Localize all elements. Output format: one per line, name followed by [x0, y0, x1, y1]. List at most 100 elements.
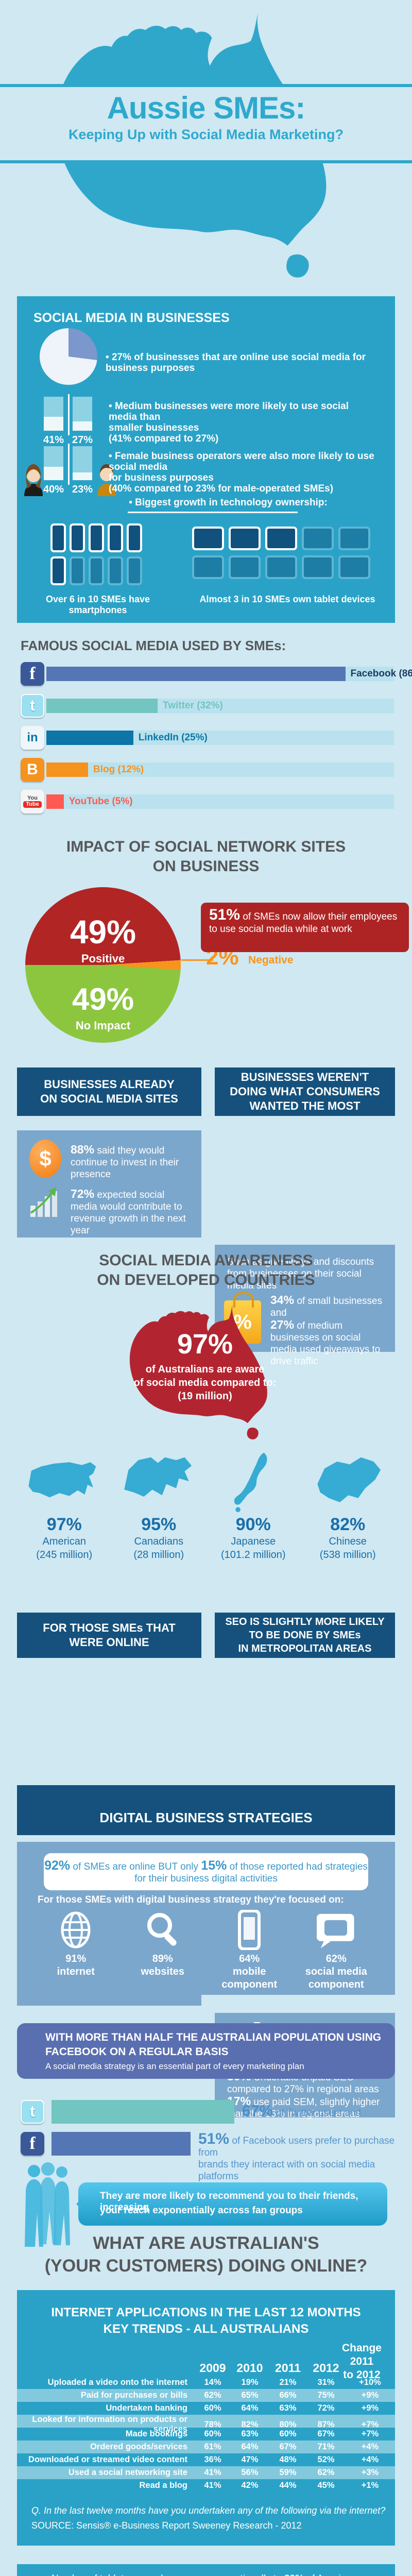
hero-title-band: Aussie SMEs: Keeping Up with Social Medi…: [0, 84, 412, 163]
table-row: Ordered goods/services 61% 64% 67% 71% +4%: [17, 2441, 395, 2453]
famous-row-facebook: f Facebook (86%): [21, 662, 412, 686]
impact-noimpact-value: 49%: [72, 982, 134, 1016]
digital-item-websites: 89% websites: [119, 1910, 207, 1991]
table-row: Made bookings 60% 63% 60% 67% +7%: [125, 2429, 379, 2438]
table-row: Used a social networking site 41% 56% 59% 62…: [17, 2466, 395, 2479]
search-icon: [147, 1913, 177, 1946]
twitter-purchase-bar: [52, 2100, 235, 2124]
impact-negative-label: Negative: [248, 954, 294, 966]
section-social-media-in-businesses: SOCIAL MEDIA IN BUSINESSES 27% of busine…: [17, 296, 395, 623]
tablet-grid-icon: [192, 527, 370, 579]
change-column-header: Change 2011 to 2012: [341, 2342, 382, 2381]
page-subtitle: Keeping Up with Social Media Marketing?: [68, 127, 344, 142]
table-row: Uploaded a video onto the internet 14% 19%…: [47, 2378, 381, 2387]
section-heading: SOCIAL MEDIA IN BUSINESSES: [33, 311, 230, 325]
apps-table-rows: Uploaded a video onto the internet 14% 19%…: [17, 2376, 395, 2492]
apps-source: SOURCE: Sensis® e-Business Report Sweene…: [31, 2520, 302, 2531]
linkedin-icon: in: [21, 726, 44, 750]
twitter-icon: t: [21, 2100, 44, 2124]
country-japan: 90% Japanese (101.2 million): [206, 1450, 301, 1562]
famous-row-linkedin: in LinkedIn (25%): [21, 726, 394, 750]
panel-smes-online-title: FOR THOSE SMEs THAT WERE ONLINE: [17, 1613, 201, 1658]
bar-female-operators: [44, 446, 63, 480]
aus-awareness-text: of Australians are aware of social media…: [133, 1364, 277, 1402]
impact-positive-value: 49%: [70, 913, 136, 951]
panel-seo-metro-title: SEO IS SLIGHTLY MORE LIKELY TO BE DONE B…: [215, 1613, 395, 1658]
smartphone-grid-icon: [50, 523, 142, 585]
impact-title: IMPACT OF SOCIAL NETWORK SITES ON BUSINE…: [66, 838, 346, 875]
blogger-icon: B: [21, 758, 44, 782]
famous-row-youtube: You Tube YouTube (5%): [21, 790, 394, 814]
digital-intro: For those SMEs with digital business str…: [38, 1894, 344, 1905]
growth-chart-icon: [30, 1187, 57, 1217]
famous-row-twitter: t Twitter (32%): [21, 694, 394, 718]
chat-bubble-icon: [316, 1913, 354, 1948]
apps-question: Q. In the last twelve months have you un…: [31, 2505, 386, 2516]
table-row: Paid for purchases or bills 62% 65% 66% 75% +…: [17, 2389, 395, 2402]
country-usa: 97% American (245 million): [17, 1450, 112, 1562]
dollar-icon: $: [29, 1140, 61, 1178]
smartphone-caption: Over 6 in 10 SMEs have smartphones: [45, 594, 150, 615]
hero-header: Aussie SMEs: Keeping Up with Social Medi…: [0, 0, 412, 296]
recommend-bubble: They are more likely to recommend you to…: [76, 2182, 387, 2226]
table-row: Read a blog 41% 42% 44% 45% +1%: [139, 2481, 379, 2490]
facebook-icon: f: [21, 662, 44, 686]
canada-map-icon: [120, 1450, 197, 1512]
famous-row-blog: B Blog (12%): [21, 758, 394, 782]
panel-already-on-social-body: $ 88% said they would continue to invest…: [17, 1130, 201, 1238]
facebook-icon: f: [21, 2132, 44, 2156]
online-pie: [40, 328, 97, 385]
negative-pointer-line: [181, 959, 213, 961]
digital-icons-row: 91% internet 89% websites 64% mobile compone…: [32, 1909, 380, 1991]
impact-circle: [25, 887, 181, 1043]
facebook-purchase-bar: [52, 2132, 191, 2156]
countries-row: 97% American (245 million) 95% Canadians…: [17, 1450, 395, 1562]
country-canada: 95% Canadians (28 million): [112, 1450, 207, 1562]
digital-item-mobile: 64% mobile component: [206, 1909, 293, 1991]
employee-social-box: 51% of SMEs now allow their employees to…: [201, 903, 409, 952]
panel-consumers-wanted-title: BUSINESSES WEREN'T DOING WHAT CONSUMERS …: [215, 1067, 395, 1116]
digital-strategies-body: 92% of SMEs are online BUT only 15% of t…: [17, 1842, 395, 1995]
year-header-row: 2009 2010 2011 2012: [199, 2361, 339, 2375]
panel-already-on-social-title: BUSINESSES ALREADY ON SOCIAL MEDIA SITES: [17, 1067, 201, 1116]
youtube-icon: You Tube: [21, 790, 44, 814]
china-map-icon: [309, 1450, 386, 1512]
twitter-icon: t: [21, 694, 44, 718]
digital-item-social: 62% social media component: [293, 1910, 380, 1991]
wire-globe-icon: [61, 1911, 91, 1948]
impact-positive-label: Positive: [81, 952, 125, 965]
impact-noimpact-label: No Impact: [75, 1019, 131, 1032]
awareness-title: SOCIAL MEDIA AWARENESS ON DEVELOPED COUN…: [97, 1252, 315, 1289]
bullet-female-vs-male: Female business operators were also more…: [109, 451, 387, 494]
bar-medium-businesses: [44, 397, 63, 431]
smartphone-icon: [238, 1909, 261, 1951]
bullet-medium-vs-small: Medium businesses were more likely to us…: [109, 401, 376, 444]
apps-table-panel: INTERNET APPLICATIONS IN THE LAST 12 MON…: [17, 2290, 395, 2546]
table-row: Looked for information on products or se…: [17, 2415, 395, 2434]
page-title: Aussie SMEs:: [107, 91, 306, 125]
country-china: 82% Chinese (538 million): [301, 1450, 396, 1562]
mobile-stats-bullets: Number of tablet owners have grown excep…: [45, 2573, 375, 2576]
bar-small-businesses: [73, 397, 92, 431]
famous-heading: FAMOUS SOCIAL MEDIA USED BY SMEs:: [21, 638, 286, 653]
facebook-population-panel: WITH MORE THAN HALF THE AUSTRALIAN POPUL…: [17, 2023, 395, 2079]
panel-consumers-wanted-body: Such as giveaways and discounts from bus…: [215, 1245, 395, 1367]
bar-male-operators: [73, 446, 92, 480]
tablet-caption: Almost 3 in 10 SMEs own tablet devices: [199, 594, 375, 604]
digital-item-internet: 91% internet: [32, 1910, 119, 1991]
growth-heading: Biggest growth in technology ownership:: [110, 497, 347, 508]
usa-map-icon: [26, 1450, 103, 1512]
apps-table-title: INTERNET APPLICATIONS IN THE LAST 12 MON…: [51, 2306, 361, 2336]
japan-map-icon: [230, 1450, 277, 1512]
digital-strategy-box: 92% of SMEs are online BUT only 15% of t…: [44, 1853, 368, 1890]
table-row: Downloaded or streamed video content 36% 4…: [28, 2455, 379, 2464]
bullet-online-use: 27% of businesses that are online use so…: [106, 352, 384, 374]
table-row: Undertaken banking 60% 64% 63% 72% +9%: [106, 2403, 379, 2413]
female-avatar-icon: [24, 464, 43, 496]
spending-panel: Number of tablet owners have grown excep…: [17, 2564, 395, 2576]
customers-title: WHAT ARE AUSTRALIAN'S (YOUR CUSTOMERS) D…: [44, 2233, 368, 2276]
digital-strategies-header: DIGITAL BUSINESS STRATEGIES: [17, 1785, 395, 1835]
aus-awareness-pct: 97%: [177, 1329, 233, 1360]
people-group-icon: [25, 2162, 70, 2247]
